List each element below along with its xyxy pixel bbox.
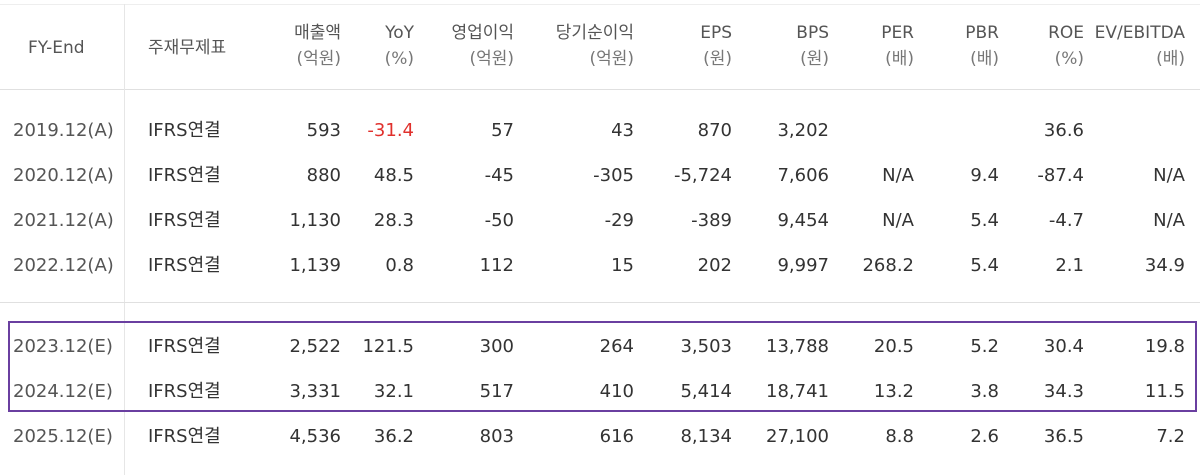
cell-per: 20.5	[873, 336, 914, 357]
cell-eps: 3,503	[680, 336, 732, 357]
cell-per: 268.2	[862, 255, 914, 276]
cell-pbr: 9.4	[970, 165, 999, 186]
cell-pbr: 5.4	[970, 255, 999, 276]
row-basis: IFRS연결	[148, 381, 221, 402]
cell-bps: 9,997	[777, 255, 829, 276]
cell-roe: 30.4	[1043, 336, 1084, 357]
row-fy: 2023.12(E)	[13, 336, 113, 357]
header-roe: ROE (%)	[1048, 23, 1084, 69]
column-divider	[124, 4, 125, 475]
row-fy: 2019.12(A)	[13, 120, 114, 141]
cell-ev-ebitda: 11.5	[1144, 381, 1185, 402]
cell-ev-ebitda: 34.9	[1144, 255, 1185, 276]
cell-yoy: 32.1	[373, 381, 414, 402]
header-revenue: 매출액 (억원)	[294, 23, 341, 69]
cell-net-income: 15	[611, 255, 634, 276]
cell-eps: 202	[697, 255, 732, 276]
cell-yoy: 36.2	[373, 426, 414, 447]
header-basis: 주재무제표	[148, 38, 227, 58]
table-header	[0, 4, 1200, 90]
cell-net-income: 43	[611, 120, 634, 141]
header-eps: EPS (원)	[700, 23, 732, 69]
cell-roe: -87.4	[1037, 165, 1084, 186]
cell-revenue: 1,139	[289, 255, 341, 276]
cell-net-income: -305	[593, 165, 634, 186]
cell-eps: 8,134	[680, 426, 732, 447]
cell-roe: 2.1	[1055, 255, 1084, 276]
cell-operating-income: 517	[479, 381, 514, 402]
cell-revenue: 3,331	[289, 381, 341, 402]
cell-per: N/A	[882, 210, 914, 231]
cell-per: 13.2	[873, 381, 914, 402]
cell-ev-ebitda: N/A	[1153, 165, 1185, 186]
header-fy: FY-End	[28, 38, 85, 58]
cell-ev-ebitda: 7.2	[1156, 426, 1185, 447]
cell-operating-income: 300	[479, 336, 514, 357]
row-basis: IFRS연결	[148, 255, 221, 276]
cell-per: 8.8	[885, 426, 914, 447]
cell-bps: 18,741	[766, 381, 829, 402]
cell-pbr: 3.8	[970, 381, 999, 402]
cell-bps: 27,100	[766, 426, 829, 447]
cell-bps: 9,454	[777, 210, 829, 231]
row-basis: IFRS연결	[148, 210, 221, 231]
cell-revenue: 4,536	[289, 426, 341, 447]
header-ev-ebitda: EV/EBITDA (배)	[1094, 23, 1185, 69]
cell-revenue: 880	[306, 165, 341, 186]
header-per: PER (배)	[881, 23, 914, 69]
cell-per: N/A	[882, 165, 914, 186]
row-fy: 2022.12(A)	[13, 255, 114, 276]
cell-ev-ebitda: N/A	[1153, 210, 1185, 231]
cell-roe: 36.5	[1043, 426, 1084, 447]
header-operating-income: 영업이익 (억원)	[451, 23, 514, 69]
cell-yoy: 28.3	[373, 210, 414, 231]
cell-roe: -4.7	[1048, 210, 1084, 231]
cell-bps: 3,202	[777, 120, 829, 141]
row-basis: IFRS연결	[148, 426, 221, 447]
cell-pbr: 5.4	[970, 210, 999, 231]
cell-revenue: 2,522	[289, 336, 341, 357]
row-fy: 2024.12(E)	[13, 381, 113, 402]
row-fy: 2025.12(E)	[13, 426, 113, 447]
cell-operating-income: -45	[484, 165, 514, 186]
cell-yoy: -31.4	[367, 120, 414, 141]
cell-net-income: 410	[599, 381, 634, 402]
cell-yoy: 121.5	[362, 336, 414, 357]
cell-pbr: 5.2	[970, 336, 999, 357]
cell-bps: 13,788	[766, 336, 829, 357]
header-net-income: 당기순이익 (억원)	[555, 23, 634, 69]
cell-eps: 870	[697, 120, 732, 141]
cell-pbr: 2.6	[970, 426, 999, 447]
cell-roe: 34.3	[1043, 381, 1084, 402]
cell-bps: 7,606	[777, 165, 829, 186]
actual-estimate-separator	[0, 302, 1200, 303]
row-basis: IFRS연결	[148, 120, 221, 141]
cell-revenue: 593	[306, 120, 341, 141]
cell-eps: 5,414	[680, 381, 732, 402]
cell-operating-income: -50	[484, 210, 514, 231]
cell-operating-income: 112	[479, 255, 514, 276]
cell-ev-ebitda: 19.8	[1144, 336, 1185, 357]
cell-net-income: -29	[604, 210, 634, 231]
header-yoy: YoY (%)	[384, 23, 414, 69]
cell-operating-income: 57	[491, 120, 514, 141]
header-bps: BPS (원)	[796, 23, 829, 69]
row-basis: IFRS연결	[148, 336, 221, 357]
cell-roe: 36.6	[1043, 120, 1084, 141]
cell-net-income: 264	[599, 336, 634, 357]
row-fy: 2021.12(A)	[13, 210, 114, 231]
cell-operating-income: 803	[479, 426, 514, 447]
cell-yoy: 0.8	[385, 255, 414, 276]
row-basis: IFRS연결	[148, 165, 221, 186]
cell-revenue: 1,130	[289, 210, 341, 231]
cell-yoy: 48.5	[373, 165, 414, 186]
cell-net-income: 616	[599, 426, 634, 447]
cell-eps: -389	[691, 210, 732, 231]
row-fy: 2020.12(A)	[13, 165, 114, 186]
cell-eps: -5,724	[673, 165, 732, 186]
header-pbr: PBR (배)	[965, 23, 999, 69]
